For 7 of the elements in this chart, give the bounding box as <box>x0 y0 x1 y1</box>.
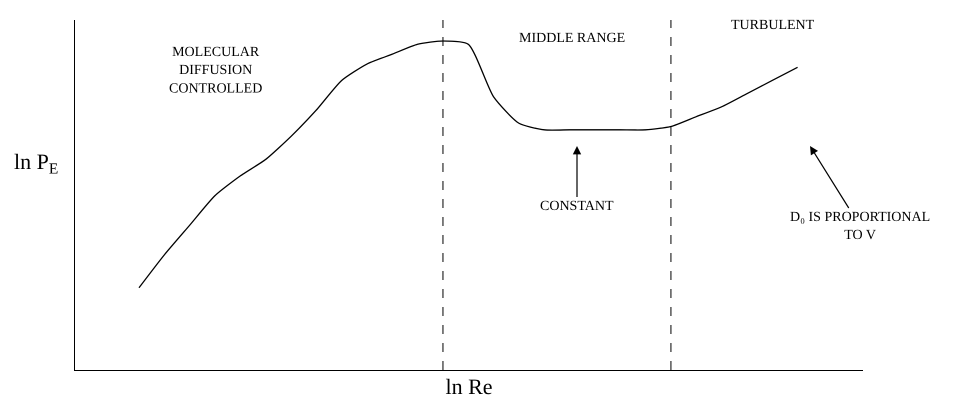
annotation: MIDDLE RANGE <box>519 31 626 46</box>
text: TURBULENT <box>731 18 815 33</box>
x-axis-title: ln Re <box>445 374 493 400</box>
annotation: CONSTANT <box>540 199 614 214</box>
annotation: D₀ IS PROPORTIONAL TO V <box>790 210 930 244</box>
y-axis-title: ln P$_{E}$ <box>14 149 58 178</box>
annotation: MOLECULAR DIFFUSION CONTROLLED <box>169 45 262 96</box>
